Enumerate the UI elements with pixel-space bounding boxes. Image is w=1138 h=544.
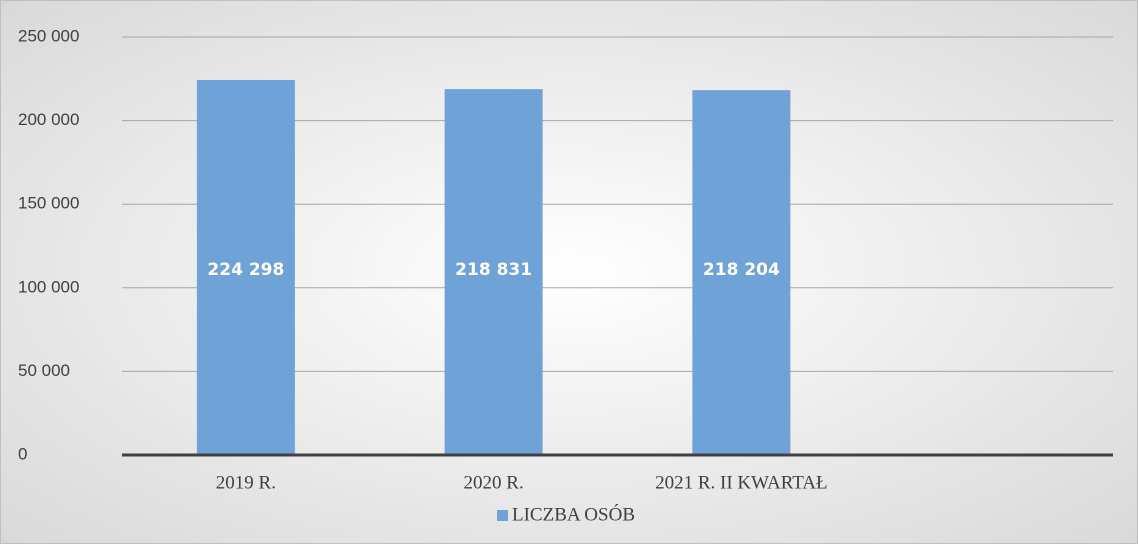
y-tick-label: 0 [18, 444, 27, 463]
x-tick-label: 2020 R. [464, 472, 524, 493]
y-tick-label: 150 000 [18, 194, 79, 213]
y-tick-label: 250 000 [18, 26, 79, 45]
y-tick-label: 50 000 [18, 361, 70, 380]
y-tick-label: 200 000 [18, 110, 79, 129]
data-label: 218 831 [455, 260, 532, 280]
legend-swatch [497, 510, 508, 521]
data-label: 224 298 [207, 260, 284, 280]
bar [444, 89, 543, 456]
y-tick-label: 100 000 [18, 277, 79, 296]
x-tick-label: 2019 R. [216, 472, 276, 493]
data-label: 218 204 [703, 260, 780, 280]
legend-label: LICZBA OSÓB [512, 503, 635, 525]
bar [196, 79, 295, 455]
bar [692, 90, 791, 456]
x-tick-label: 2021 R. II KWARTAŁ [655, 472, 828, 493]
